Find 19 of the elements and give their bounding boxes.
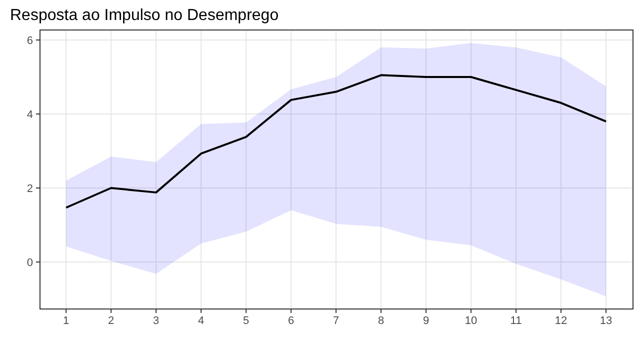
y-tick-label: 0 <box>26 257 33 270</box>
x-tick-label: 7 <box>332 315 340 327</box>
x-tick-label: 1 <box>63 315 70 327</box>
line-series <box>65 74 608 209</box>
x-tick-label: 11 <box>510 315 522 327</box>
y-tick-label: 4 <box>26 108 33 121</box>
x-tick-label: 13 <box>600 315 612 327</box>
x-tick-label: 12 <box>554 315 568 327</box>
chart-title: Resposta ao Impulso no Desemprego <box>10 7 279 24</box>
x-tick-label: 6 <box>288 315 294 327</box>
x-tick-label: 3 <box>153 315 160 327</box>
y-tick-label: 6 <box>26 34 33 47</box>
x-tick-label: 8 <box>378 315 384 327</box>
y-tick-label: 2 <box>26 183 33 195</box>
x-tick-label: 5 <box>243 315 250 327</box>
x-tick-label: 9 <box>422 315 430 327</box>
x-tick-label: 10 <box>464 315 478 327</box>
x-tick-label: 4 <box>198 315 204 327</box>
x-tick-label: 2 <box>108 315 114 327</box>
